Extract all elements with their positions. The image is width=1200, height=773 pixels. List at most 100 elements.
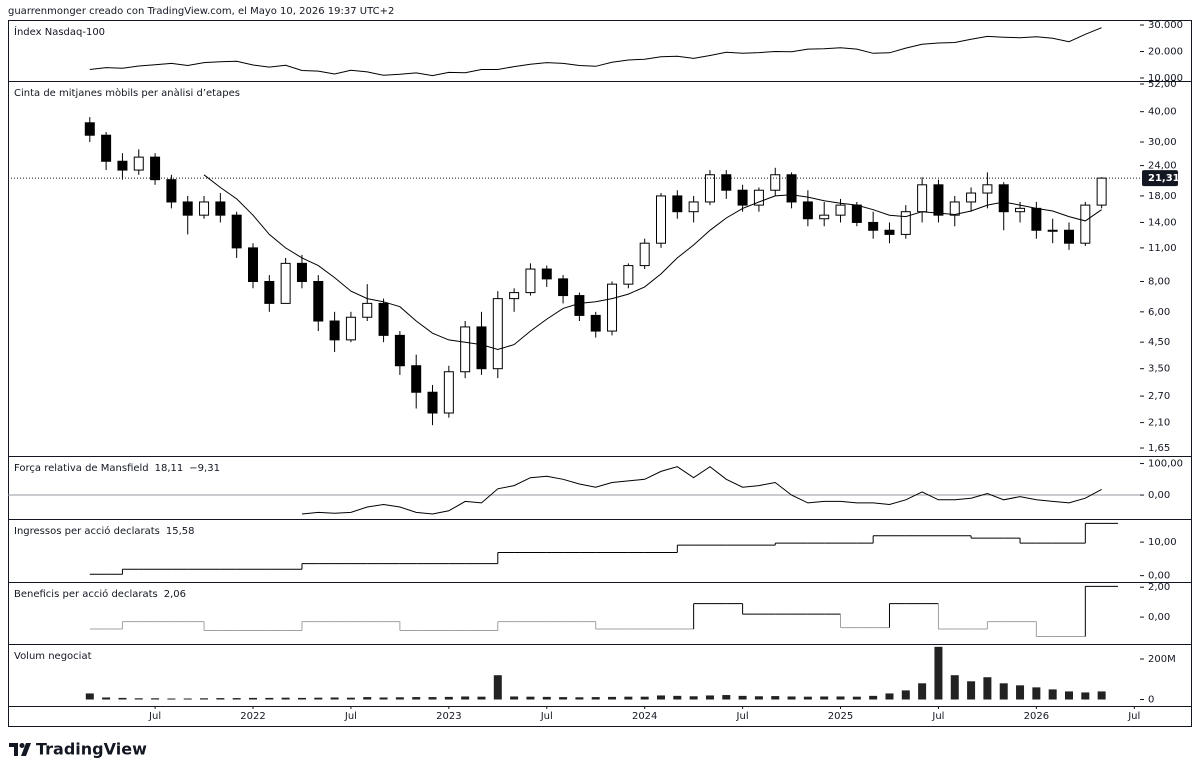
- candle-body: [704, 174, 715, 203]
- logo-mark: [9, 743, 18, 756]
- volume-bar: [297, 697, 306, 700]
- candle-body: [541, 268, 552, 280]
- candle-body: [819, 214, 830, 220]
- last-price-label: 21,31: [1148, 173, 1180, 184]
- volume-bar: [673, 695, 682, 700]
- volume-bar: [216, 698, 225, 700]
- y-tick-label: 24,00: [1148, 161, 1177, 172]
- volume-bar: [640, 696, 649, 700]
- volume-bar: [689, 696, 698, 700]
- candle-body: [623, 265, 634, 285]
- volume-bar: [526, 696, 535, 700]
- candle-body: [84, 122, 95, 136]
- x-tick-label: 2024: [632, 711, 657, 722]
- candle-body: [639, 242, 650, 267]
- legend-value: −9,31: [189, 463, 220, 474]
- y-tick-label: 2,70: [1148, 391, 1170, 402]
- volume-bar: [183, 698, 192, 700]
- last-price-box: [1142, 170, 1178, 187]
- volume-bar: [608, 696, 617, 700]
- y-tick-label: 200M: [1148, 654, 1176, 665]
- candle-body: [1015, 207, 1026, 213]
- x-tick-label: Jul: [1127, 711, 1140, 722]
- pane-title: Beneficis per acció declarats 2,06: [14, 588, 186, 600]
- volume-bar: [559, 697, 568, 700]
- y-tick-label: 0: [1148, 695, 1154, 706]
- candle-body: [231, 214, 242, 249]
- y-tick-label: 20.000: [1148, 46, 1183, 57]
- candle-body: [394, 334, 405, 367]
- candle-body: [150, 156, 161, 181]
- candle-body: [753, 189, 764, 206]
- x-tick-label: 2026: [1024, 711, 1049, 722]
- x-tick-label: 2022: [240, 711, 265, 722]
- candle-body: [248, 247, 258, 282]
- candle-body: [133, 156, 144, 171]
- volume-bar: [657, 695, 665, 700]
- pane-title-text: Índex Nasdaq-100: [14, 25, 105, 38]
- moving-average: [203, 174, 1102, 351]
- volume-bar: [314, 697, 323, 700]
- volume-bar: [346, 697, 355, 700]
- pane: Volum negociat 0 200M Jul 2022 Jul 2023 Jul 2024…: [14, 646, 1176, 722]
- logo-mark: [21, 743, 31, 756]
- candle-body: [590, 314, 601, 332]
- candle-body: [345, 316, 356, 341]
- y-tick-label: 40,00: [1148, 107, 1177, 118]
- volume-bar: [754, 696, 763, 700]
- volume-bar: [118, 697, 127, 700]
- volume-bar: [428, 697, 437, 700]
- x-tick-label: 2023: [436, 711, 461, 722]
- volume-bar: [395, 697, 404, 700]
- y-tick-label: 30.000: [1148, 20, 1183, 31]
- volume-bar: [934, 646, 943, 700]
- candle-body: [509, 292, 520, 300]
- candle-body: [101, 134, 112, 162]
- y-tick-label: 4,50: [1148, 337, 1170, 348]
- volume-bar: [232, 698, 241, 700]
- volume-bar: [918, 683, 927, 700]
- candle-body: [1096, 177, 1107, 206]
- candle-body: [802, 201, 813, 220]
- volume-bar: [85, 693, 94, 700]
- volume-bar: [1048, 689, 1057, 700]
- candle-body: [884, 229, 895, 235]
- pane-title-text: Cinta de mitjanes mòbils per anàlisi d’e…: [14, 87, 240, 99]
- volume-bar: [722, 695, 731, 700]
- candle-body: [460, 326, 471, 373]
- line: [89, 27, 1102, 77]
- y-tick-label: 2,10: [1148, 418, 1170, 429]
- pane: Índex Nasdaq-100 10.000 20.000 30.000: [14, 20, 1183, 84]
- pane-title: Cinta de mitjanes mòbils per anàlisi d’e…: [14, 87, 240, 99]
- line: [301, 466, 1102, 515]
- candle-body: [770, 174, 781, 191]
- y-tick-label: 0,00: [1148, 490, 1170, 501]
- logo: TradingView: [9, 740, 147, 759]
- volume-bar: [281, 697, 290, 700]
- candle-body: [574, 295, 585, 316]
- x-tick-label: Jul: [931, 711, 944, 722]
- candle-body: [998, 184, 1009, 213]
- pane: Beneficis per acció declarats 2,06 0,00 2,0…: [14, 582, 1170, 638]
- volume-bar: [477, 696, 486, 700]
- candle-body: [933, 184, 944, 216]
- y-tick-label: 1,65: [1148, 443, 1170, 454]
- candle-body: [851, 204, 862, 223]
- volume-bar: [885, 693, 894, 700]
- volume-bar: [1097, 691, 1106, 700]
- candle-body: [982, 184, 993, 194]
- pane-title: Ingressos per acció declarats 15,58: [14, 525, 195, 537]
- volume-bar: [461, 696, 470, 700]
- pane-title: Força relativa de Mansfield 18,11 −9,31: [14, 463, 220, 474]
- candle-body: [443, 371, 454, 414]
- candle-body: [900, 211, 911, 235]
- legend-value: 15,58: [166, 526, 195, 537]
- frame: [8, 20, 1192, 727]
- pane: Força relativa de Mansfield 18,11 −9,31 0,0…: [8, 459, 1183, 515]
- volume-bar: [705, 695, 714, 700]
- volume-bar: [151, 698, 160, 700]
- candle-body: [378, 302, 389, 336]
- candle-body: [1080, 204, 1091, 244]
- logo-text: TradingView: [36, 740, 147, 759]
